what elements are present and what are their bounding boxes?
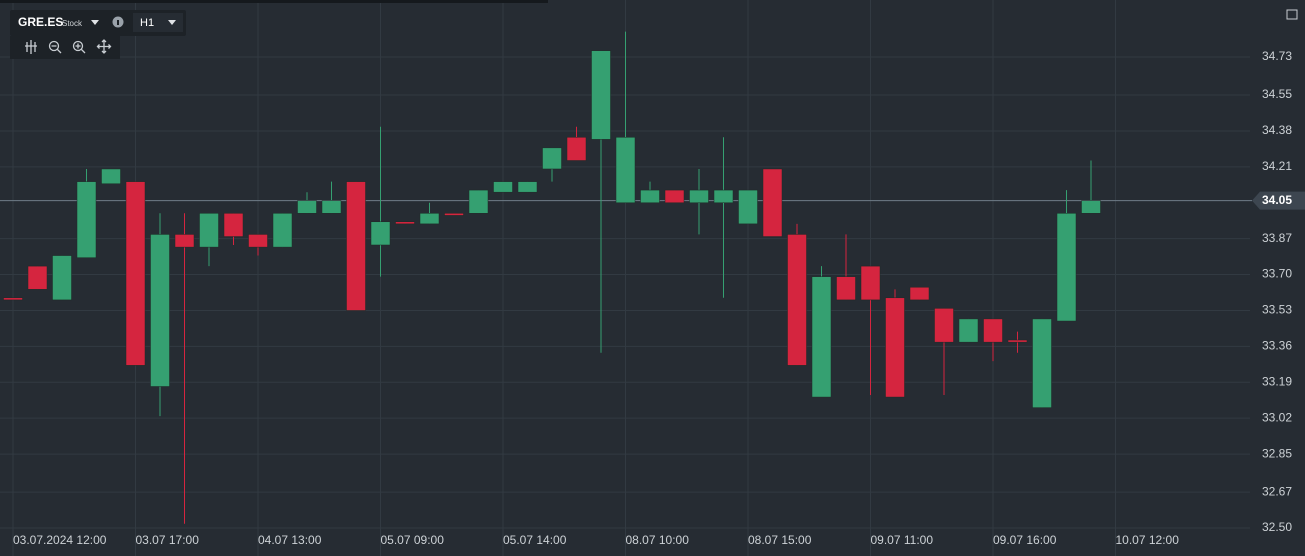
candle-body: [738, 189, 758, 225]
x-tick-label: 09.07 11:00: [871, 533, 934, 547]
timeframe[interactable]: H1: [140, 17, 154, 29]
x-tick-label: 04.07 13:00: [258, 533, 322, 547]
y-tick-label: 33.53: [1262, 303, 1292, 317]
chart-type-icon[interactable]: [25, 40, 37, 54]
pan-icon[interactable]: [96, 39, 112, 54]
candle-body: [493, 181, 513, 193]
candle-body: [836, 276, 856, 301]
x-tick-label: 05.07 09:00: [381, 533, 445, 547]
candle-body: [370, 221, 391, 246]
info-icon-glyph: [117, 20, 119, 25]
timeframe-box[interactable]: [133, 13, 183, 32]
candle-body: [199, 213, 219, 248]
asset-type: Stock: [62, 19, 83, 28]
candles: [3, 31, 1101, 524]
candle-body: [664, 189, 685, 204]
candle-body: [297, 200, 317, 214]
x-tick-label: 08.07 10:00: [626, 533, 690, 547]
zoom-in-icon[interactable]: [72, 40, 84, 52]
candle-body: [762, 168, 783, 237]
candle-body: [1056, 213, 1077, 322]
candle-body: [909, 286, 930, 301]
window-icon[interactable]: [1286, 9, 1298, 20]
zoom-in-glyph: [75, 43, 86, 54]
tool-icons: [25, 39, 112, 54]
candle-body: [860, 265, 881, 301]
y-tick-label: 34.21: [1262, 159, 1292, 173]
last-price-label: 34.05: [1262, 193, 1292, 207]
x-tick-label: 03.07 17:00: [136, 533, 200, 547]
dropdown-arrow[interactable]: [91, 20, 99, 25]
y-tick-label: 33.36: [1262, 339, 1292, 353]
x-tick-label: 09.07 16:00: [993, 533, 1057, 547]
candle-body: [934, 308, 954, 343]
toolbar: GRE.ES Stock H1: [10, 10, 186, 59]
candle-body: [419, 213, 440, 225]
candle-body: [248, 234, 268, 248]
candle-body: [1081, 200, 1101, 214]
toolbar-panel: [10, 36, 120, 59]
candle-body: [640, 189, 660, 204]
candle-body: [321, 200, 342, 214]
y-tick-label: 32.67: [1262, 484, 1292, 498]
y-tick-label: 33.02: [1262, 410, 1292, 424]
y-tick-label: 33.19: [1262, 374, 1292, 388]
candle-body: [125, 181, 146, 366]
candle-body: [517, 181, 538, 193]
y-tick-label: 33.70: [1262, 267, 1292, 281]
candle-body: [27, 265, 48, 290]
candle-body: [150, 234, 170, 387]
candle-body: [346, 181, 366, 311]
candle-body: [689, 189, 709, 204]
candle-body: [223, 213, 244, 237]
candle-body: [1032, 318, 1052, 408]
candle-body: [713, 189, 734, 204]
x-tick-label: 03.07.2024 12:00: [13, 533, 107, 547]
candle-body: [76, 181, 97, 258]
axes: 32.50 32.67 32.85 33.02 33.19 33.36 33.53 33.70…: [13, 49, 1305, 547]
y-tick-label: 33.87: [1262, 231, 1292, 245]
candle-body: [1007, 339, 1028, 343]
candle-body: [566, 137, 587, 161]
candle-body: [615, 137, 636, 204]
candle-body: [885, 297, 905, 398]
y-tick-label: 34.55: [1262, 87, 1292, 101]
x-tick-label: 10.07 12:00: [1116, 533, 1180, 547]
candle-body: [174, 234, 195, 248]
x-tick-label: 08.07 15:00: [748, 533, 812, 547]
dropdown-arrow[interactable]: [168, 20, 176, 25]
candle-body: [983, 318, 1003, 343]
zoom-out-glyph: [51, 45, 62, 54]
candle-body: [958, 318, 979, 343]
symbol[interactable]: GRE.ES: [18, 15, 63, 29]
zoom-out-icon[interactable]: [48, 40, 60, 52]
candle-body: [3, 297, 23, 301]
y-tick-label: 32.50: [1262, 520, 1292, 534]
candle-body: [52, 255, 72, 301]
candle-body: [468, 189, 489, 214]
candle-body: [444, 213, 464, 216]
y-tick-label: 32.85: [1262, 446, 1292, 460]
top-bar: [0, 0, 548, 3]
candle-body: [811, 276, 832, 398]
candle-body: [787, 234, 807, 366]
candle-body: [395, 221, 415, 225]
candle-body: [101, 168, 121, 184]
candle-body: [272, 213, 293, 248]
x-tick-label: 05.07 14:00: [503, 533, 567, 547]
y-tick-label: 34.38: [1262, 123, 1292, 137]
candle-body: [591, 50, 611, 140]
last-price-tag: [1252, 191, 1305, 210]
candle-body: [542, 147, 562, 170]
y-tick-label: 34.73: [1262, 49, 1292, 63]
